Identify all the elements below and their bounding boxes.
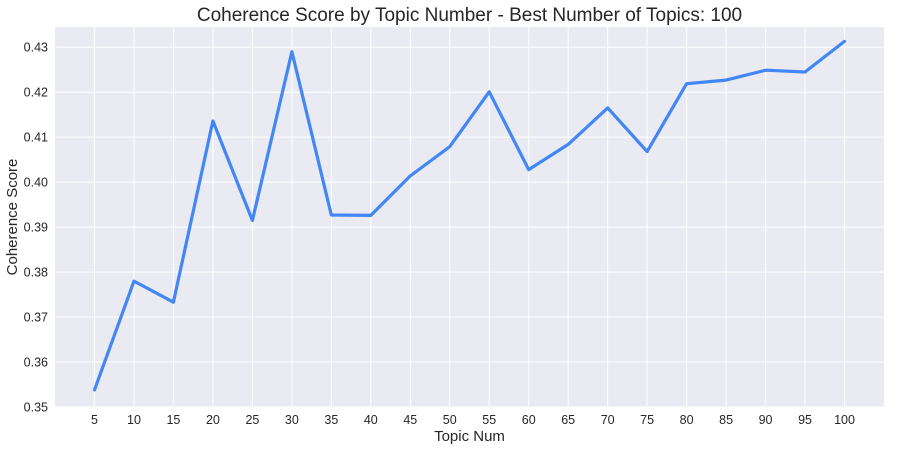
x-tick-label: 55 bbox=[482, 413, 496, 427]
y-tick-label: 0.40 bbox=[24, 176, 48, 190]
x-tick-label: 90 bbox=[759, 413, 773, 427]
x-tick-label: 45 bbox=[403, 413, 417, 427]
x-tick-label: 40 bbox=[364, 413, 378, 427]
x-tick-label: 65 bbox=[561, 413, 575, 427]
y-axis-ticks: 0.35 0.36 0.37 0.38 0.39 0.40 0.41 0.42 0.43 bbox=[24, 41, 48, 415]
x-axis-label: Topic Num bbox=[434, 428, 505, 445]
x-tick-label: 35 bbox=[324, 413, 338, 427]
x-tick-label: 15 bbox=[166, 413, 180, 427]
x-tick-label: 75 bbox=[640, 413, 654, 427]
x-tick-label: 70 bbox=[601, 413, 615, 427]
y-tick-label: 0.38 bbox=[24, 266, 48, 280]
x-tick-label: 10 bbox=[127, 413, 141, 427]
y-tick-label: 0.42 bbox=[24, 86, 48, 100]
x-tick-label: 95 bbox=[798, 413, 812, 427]
y-tick-label: 0.35 bbox=[24, 401, 48, 415]
y-tick-label: 0.36 bbox=[24, 356, 48, 370]
y-axis-label: Coherence Score bbox=[4, 159, 21, 276]
x-tick-label: 80 bbox=[680, 413, 694, 427]
plot-area bbox=[55, 27, 884, 407]
y-tick-label: 0.43 bbox=[24, 41, 48, 55]
x-tick-label: 30 bbox=[285, 413, 299, 427]
x-tick-label: 50 bbox=[443, 413, 457, 427]
chart-title: Coherence Score by Topic Number - Best N… bbox=[197, 5, 742, 26]
x-axis-ticks: 5 10 15 20 25 30 35 40 45 50 55 60 65 70 75 80 85 90 95 100 bbox=[91, 413, 855, 427]
y-tick-label: 0.41 bbox=[24, 131, 48, 145]
x-tick-label: 60 bbox=[522, 413, 536, 427]
grid-lines bbox=[55, 27, 884, 408]
x-tick-label: 20 bbox=[206, 413, 220, 427]
series-line-coherence-score bbox=[92, 39, 847, 392]
x-tick-label: 25 bbox=[245, 413, 259, 427]
x-tick-label: 100 bbox=[834, 413, 855, 427]
y-tick-label: 0.37 bbox=[24, 311, 48, 325]
y-tick-label: 0.39 bbox=[24, 221, 48, 235]
x-tick-label: 85 bbox=[719, 413, 733, 427]
x-tick-label: 5 bbox=[91, 413, 98, 427]
